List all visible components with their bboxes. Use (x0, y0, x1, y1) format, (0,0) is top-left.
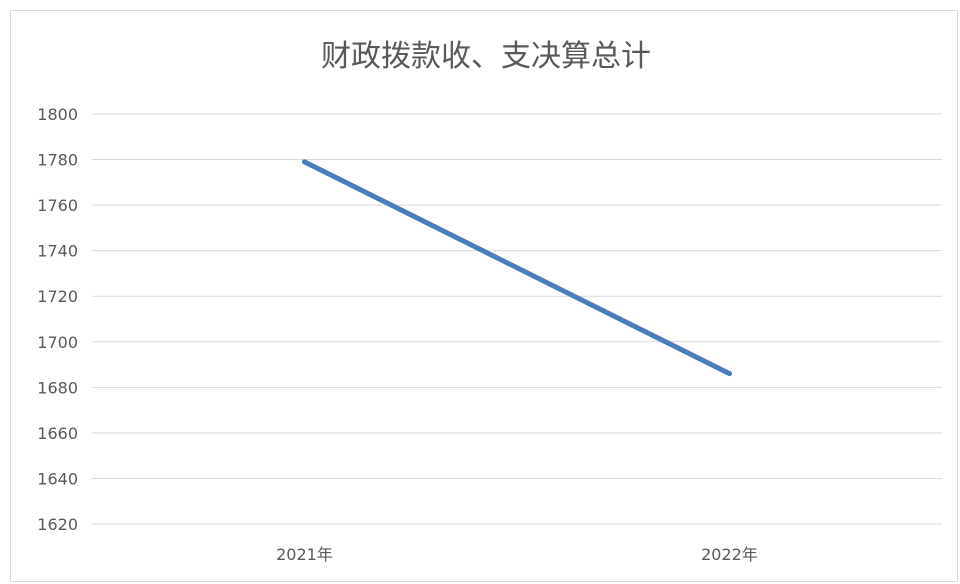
chart-title: 财政拨款收、支决算总计 (321, 39, 651, 74)
series-line (302, 159, 732, 377)
y-tick-label: 1760 (37, 196, 78, 215)
x-tick-label: 2021年 (276, 545, 333, 564)
y-tick-label: 1700 (37, 333, 78, 352)
y-tick-label: 1720 (37, 287, 78, 306)
y-tick-label: 1800 (37, 105, 78, 124)
x-tick-label: 2022年 (701, 545, 758, 564)
series-lines (302, 159, 732, 377)
data-point (727, 371, 732, 377)
gridlines (92, 113, 942, 525)
y-tick-label: 1680 (37, 378, 78, 397)
y-tick-label: 1620 (37, 515, 78, 534)
y-tick-label: 1640 (37, 469, 78, 488)
y-tick-label: 1780 (37, 151, 78, 170)
y-tick-label: 1740 (37, 242, 78, 261)
data-point (302, 159, 307, 165)
y-axis-tick-labels: 1620 1640 1660 1680 1700 1720 1740 1760 1780 1800 (37, 105, 78, 534)
y-tick-label: 1660 (37, 424, 78, 443)
x-axis-tick-labels: 2021年 2022年 (276, 545, 758, 564)
